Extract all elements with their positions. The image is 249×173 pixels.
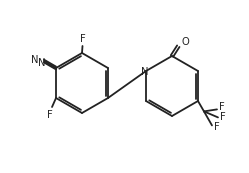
Text: F: F	[220, 112, 226, 122]
Text: N: N	[31, 55, 39, 65]
Text: F: F	[214, 122, 220, 132]
Text: F: F	[80, 34, 86, 44]
Text: O: O	[182, 37, 190, 47]
Text: N: N	[38, 58, 46, 68]
Text: N: N	[141, 67, 149, 77]
Text: F: F	[219, 102, 225, 112]
Text: F: F	[47, 110, 53, 120]
